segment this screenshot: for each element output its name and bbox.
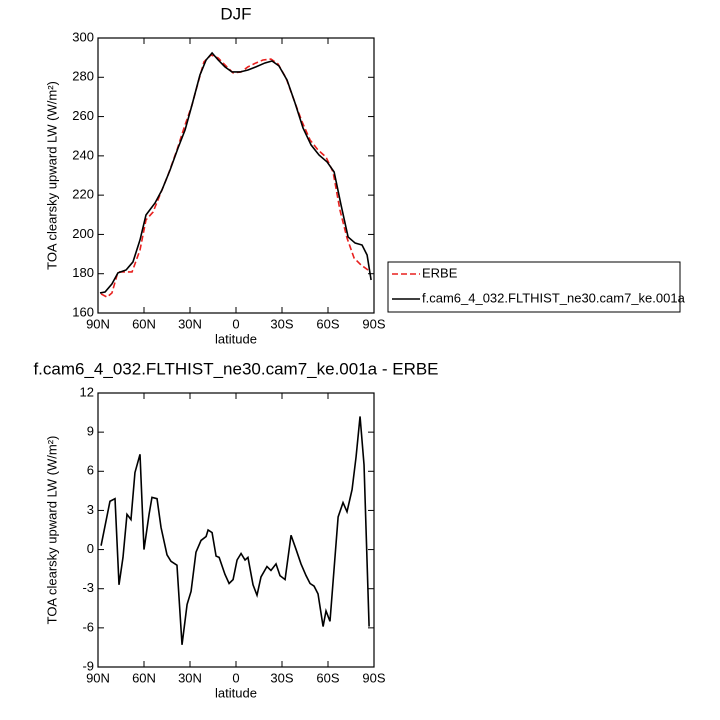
legend-box <box>387 261 681 313</box>
x-tick-label: 60N <box>132 670 156 685</box>
legend-label: f.cam6_4_032.FLTHIST_ne30.cam7_ke.001a <box>422 290 686 305</box>
plot-frame <box>97 392 375 668</box>
x-tick-label: 0 <box>232 670 239 685</box>
x-tick-label: 30N <box>178 316 202 331</box>
y-tick-label: 200 <box>72 226 94 241</box>
y-axis-label: TOA clearsky upward LW (W/m²) <box>44 81 59 270</box>
x-tick-label: 90N <box>86 670 110 685</box>
chart-title: DJF <box>220 4 251 23</box>
x-tick-label: 60N <box>132 316 156 331</box>
y-tick-label: 180 <box>72 265 94 280</box>
x-axis-label: latitude <box>215 331 257 346</box>
y-tick-label: 240 <box>72 147 94 162</box>
y-tick-label: 12 <box>80 384 94 399</box>
y-tick-label: 220 <box>72 187 94 202</box>
y-tick-label: 300 <box>72 29 94 44</box>
x-tick-label: 30N <box>178 670 202 685</box>
y-tick-label: 160 <box>72 304 94 319</box>
chart-title: f.cam6_4_032.FLTHIST_ne30.cam7_ke.001a -… <box>33 359 438 378</box>
y-tick-label: 260 <box>72 108 94 123</box>
x-tick-label: 30S <box>270 670 293 685</box>
y-tick-label: 3 <box>87 502 94 517</box>
y-tick-label: 9 <box>87 424 94 439</box>
data-line <box>100 53 369 299</box>
plot-frame <box>97 37 375 314</box>
y-tick-label: 280 <box>72 69 94 84</box>
y-tick-label: -6 <box>82 619 94 634</box>
data-line <box>100 416 370 645</box>
x-tick-label: 90S <box>362 670 385 685</box>
x-tick-label: 90S <box>362 316 385 331</box>
x-tick-label: 90N <box>86 316 110 331</box>
legend-label: ERBE <box>422 265 458 280</box>
x-axis-label: latitude <box>215 685 257 700</box>
data-line <box>99 51 372 294</box>
y-tick-label: -3 <box>82 580 94 595</box>
x-tick-label: 30S <box>270 316 293 331</box>
y-tick-label: -9 <box>82 658 94 673</box>
x-tick-label: 60S <box>316 316 339 331</box>
y-axis-label: TOA clearsky upward LW (W/m²) <box>44 436 59 625</box>
y-tick-label: 0 <box>87 541 94 556</box>
x-tick-label: 0 <box>232 316 239 331</box>
y-tick-label: 6 <box>87 463 94 478</box>
x-tick-label: 60S <box>316 670 339 685</box>
